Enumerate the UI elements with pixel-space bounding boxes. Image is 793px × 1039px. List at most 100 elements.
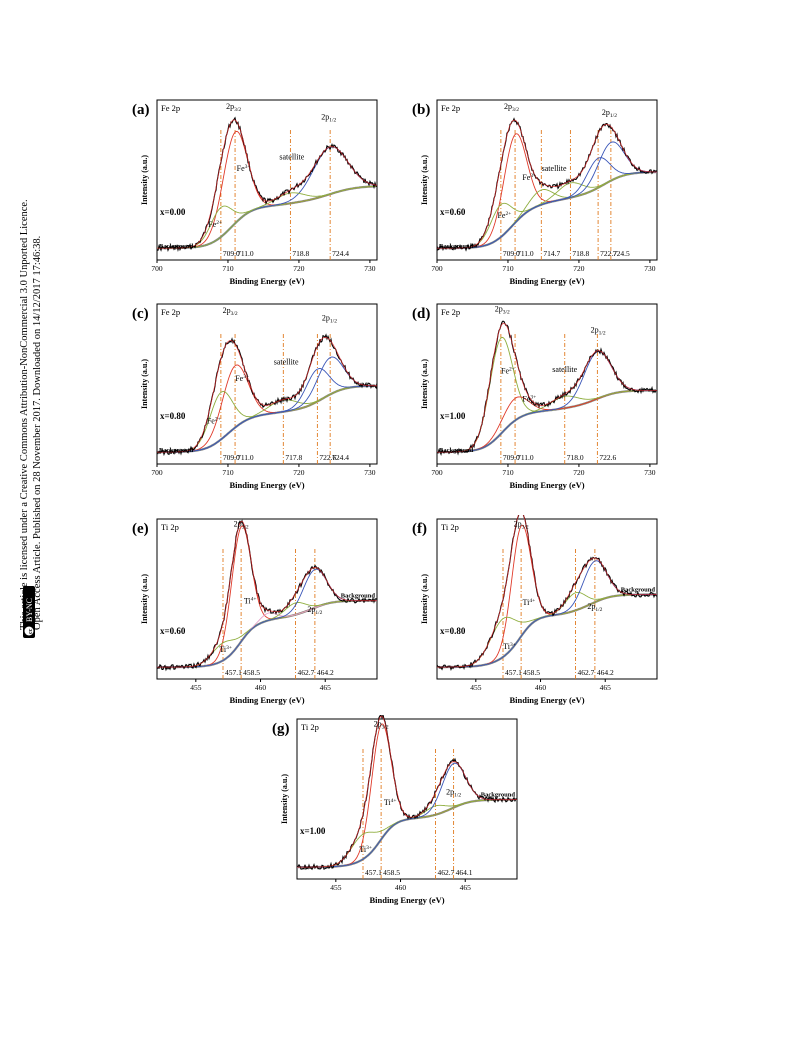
element-label: Ti 2p [441,522,459,532]
background-label: Background [621,586,656,593]
panel-c: 709.0 711.0 717.8 722.6 724.4 700 710 720 730 Bin… [130,300,385,505]
panel-d: 709.0 711.0 718.0 722.6 700 710 720 730 Binding … [410,300,665,505]
x-axis-label: Binding Energy (eV) [229,276,304,286]
guide-energy-label: 722.7 [600,249,617,258]
peak-label: Fe3+ [522,395,536,404]
svg-text:cc: cc [28,628,34,634]
x-tick-label: 720 [293,264,305,273]
fit-component [157,185,377,249]
x-tick-label: 455 [470,683,482,692]
spectrum-line [156,116,378,253]
guide-energy-label: 462.7 [297,668,314,677]
y-axis-label: Intensity (a.u.) [420,155,429,205]
guide-energy-label: 724.4 [332,453,349,462]
peak-label: Fe3+ [235,374,249,383]
guide-energy-label: 709.0 [223,249,240,258]
x-tick-label: 700 [151,468,163,477]
fit-component [157,185,377,249]
guide-energy-label: 464.1 [456,868,473,877]
plot-frame [436,99,658,261]
peak-label: satellite [552,365,577,374]
x-tick-label: 710 [502,468,514,477]
spectrum-line [156,333,378,457]
guide-energy-label: 711.0 [237,453,254,462]
fit-component [157,146,378,249]
fit-component [437,336,657,453]
peak-label: 2p1/2 [322,314,337,325]
background-label: Background [159,447,194,454]
peak-label: Fe2+ [208,220,222,229]
guide-energy-label: 709.0 [503,453,520,462]
x-tick-label: 710 [222,264,234,273]
peak-label: Fe3+ [237,164,251,173]
guide-energy-label: 458.5 [523,668,540,677]
cc-badge[interactable]: cc BY-NC [23,586,35,638]
fit-component [437,350,657,453]
peak-label: 2p1/2 [587,602,602,613]
fit-envelope [437,322,657,453]
panel-a: 709.0 711.0 718.8 724.4 700 710 720 730 Binding … [130,96,385,301]
y-axis-label: Intensity (a.u.) [140,155,149,205]
panel-label: (g) [272,721,290,737]
guide-energy-label: 718.8 [292,249,309,258]
peak-label: 2p3/2 [495,305,510,316]
fit-envelope [437,119,657,249]
fit-component [437,141,657,249]
guide-energy-label: 457.1 [365,868,382,877]
plot-frame [156,99,378,261]
background-curve [157,185,377,250]
x-tick-label: 460 [395,883,407,892]
peak-label: Fe2+ [497,211,511,220]
fit-component [157,568,377,668]
element-label: Fe 2p [441,103,460,113]
panel-label: (c) [132,306,149,322]
y-axis-label: Intensity (a.u.) [420,359,429,409]
panel-f: 457.1 458.5 462.7 464.2 455 460 465 Binding Ene… [410,509,665,720]
guide-energy-label: 458.5 [243,668,260,677]
panel-g: 457.1 458.5 462.7 464.1 455 460 465 Binding Ene… [270,713,525,920]
x-axis-label: Binding Energy (eV) [509,276,584,286]
guide-energy-label: 711.0 [237,249,254,258]
cc-badge-label: BY-NC [25,598,34,622]
license-strip: Open Access Article. Published on 28 Nov… [19,199,43,638]
x-tick-label: 720 [293,468,305,477]
background-curve [437,593,657,669]
background-curve [157,599,377,669]
guide-energy-label: 718.0 [567,453,584,462]
peak-label: Fe2+ [501,367,515,376]
y-axis-label: Intensity (a.u.) [140,574,149,624]
peak-label: Ti3+ [359,845,372,854]
x-tick-label: 455 [330,883,342,892]
x-tick-label: 700 [431,468,443,477]
composition-label: x=0.80 [440,626,466,636]
license-line-1: Open Access Article. Published on 28 Nov… [32,236,43,630]
background-label: Background [341,593,376,600]
peak-label: satellite [274,358,299,367]
background-label: Background [439,243,474,250]
background-curve [157,384,377,454]
plot-frame [436,518,658,680]
fit-component [437,560,657,668]
element-label: Ti 2p [301,722,319,732]
fit-component [297,799,517,868]
fit-envelope [157,119,378,249]
x-axis-label: Binding Energy (eV) [509,480,584,490]
guide-energy-label: 462.7 [577,668,594,677]
guide-energy-label: 457.1 [225,668,242,677]
x-axis-label: Binding Energy (eV) [229,695,304,705]
peak-label: Ti3+ [503,642,516,651]
fit-component [437,171,657,249]
fit-component [157,385,377,453]
x-tick-label: 700 [431,264,443,273]
fit-component [157,600,377,668]
cc-icon [24,626,34,636]
peak-label: Fe2+ [207,417,221,426]
fit-envelope [157,336,377,453]
fit-component [157,385,377,453]
background-curve [297,798,517,869]
x-tick-label: 700 [151,264,163,273]
x-tick-label: 730 [364,468,376,477]
x-axis-label: Binding Energy (eV) [509,695,584,705]
fit-component [437,171,657,249]
x-tick-label: 460 [255,683,267,692]
